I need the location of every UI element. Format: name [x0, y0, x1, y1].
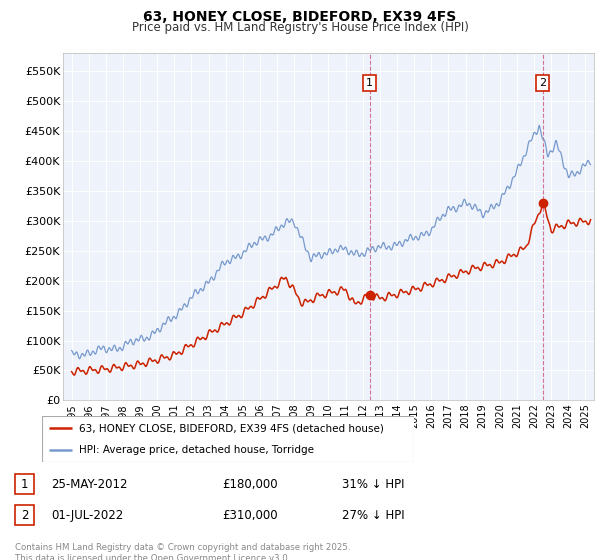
Text: 63, HONEY CLOSE, BIDEFORD, EX39 4FS (detached house): 63, HONEY CLOSE, BIDEFORD, EX39 4FS (det…	[79, 423, 384, 433]
Text: £310,000: £310,000	[222, 508, 278, 522]
Text: Price paid vs. HM Land Registry's House Price Index (HPI): Price paid vs. HM Land Registry's House …	[131, 21, 469, 34]
Text: £180,000: £180,000	[222, 478, 278, 491]
Text: 1: 1	[366, 78, 373, 88]
Text: 27% ↓ HPI: 27% ↓ HPI	[342, 508, 404, 522]
Text: 25-MAY-2012: 25-MAY-2012	[51, 478, 128, 491]
Text: 01-JUL-2022: 01-JUL-2022	[51, 508, 123, 522]
Text: HPI: Average price, detached house, Torridge: HPI: Average price, detached house, Torr…	[79, 445, 314, 455]
Text: 63, HONEY CLOSE, BIDEFORD, EX39 4FS: 63, HONEY CLOSE, BIDEFORD, EX39 4FS	[143, 10, 457, 24]
Text: 1: 1	[21, 478, 28, 491]
Text: 2: 2	[21, 508, 28, 522]
Text: 31% ↓ HPI: 31% ↓ HPI	[342, 478, 404, 491]
Text: Contains HM Land Registry data © Crown copyright and database right 2025.
This d: Contains HM Land Registry data © Crown c…	[15, 543, 350, 560]
Text: 2: 2	[539, 78, 546, 88]
